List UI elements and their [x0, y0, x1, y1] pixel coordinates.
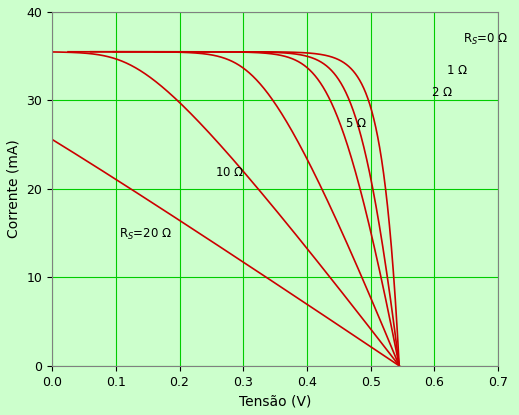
Text: 5 $\Omega$: 5 $\Omega$	[345, 117, 367, 130]
Text: R$_S$=20 $\Omega$: R$_S$=20 $\Omega$	[119, 227, 172, 242]
Text: R$_S$=0 $\Omega$: R$_S$=0 $\Omega$	[463, 32, 509, 47]
Text: 10 $\Omega$: 10 $\Omega$	[214, 166, 244, 178]
Y-axis label: Corrente (mA): Corrente (mA)	[7, 139, 21, 238]
Text: 2 $\Omega$: 2 $\Omega$	[431, 86, 453, 99]
X-axis label: Tensão (V): Tensão (V)	[239, 394, 311, 408]
Text: 1 $\Omega$: 1 $\Omega$	[446, 64, 468, 77]
